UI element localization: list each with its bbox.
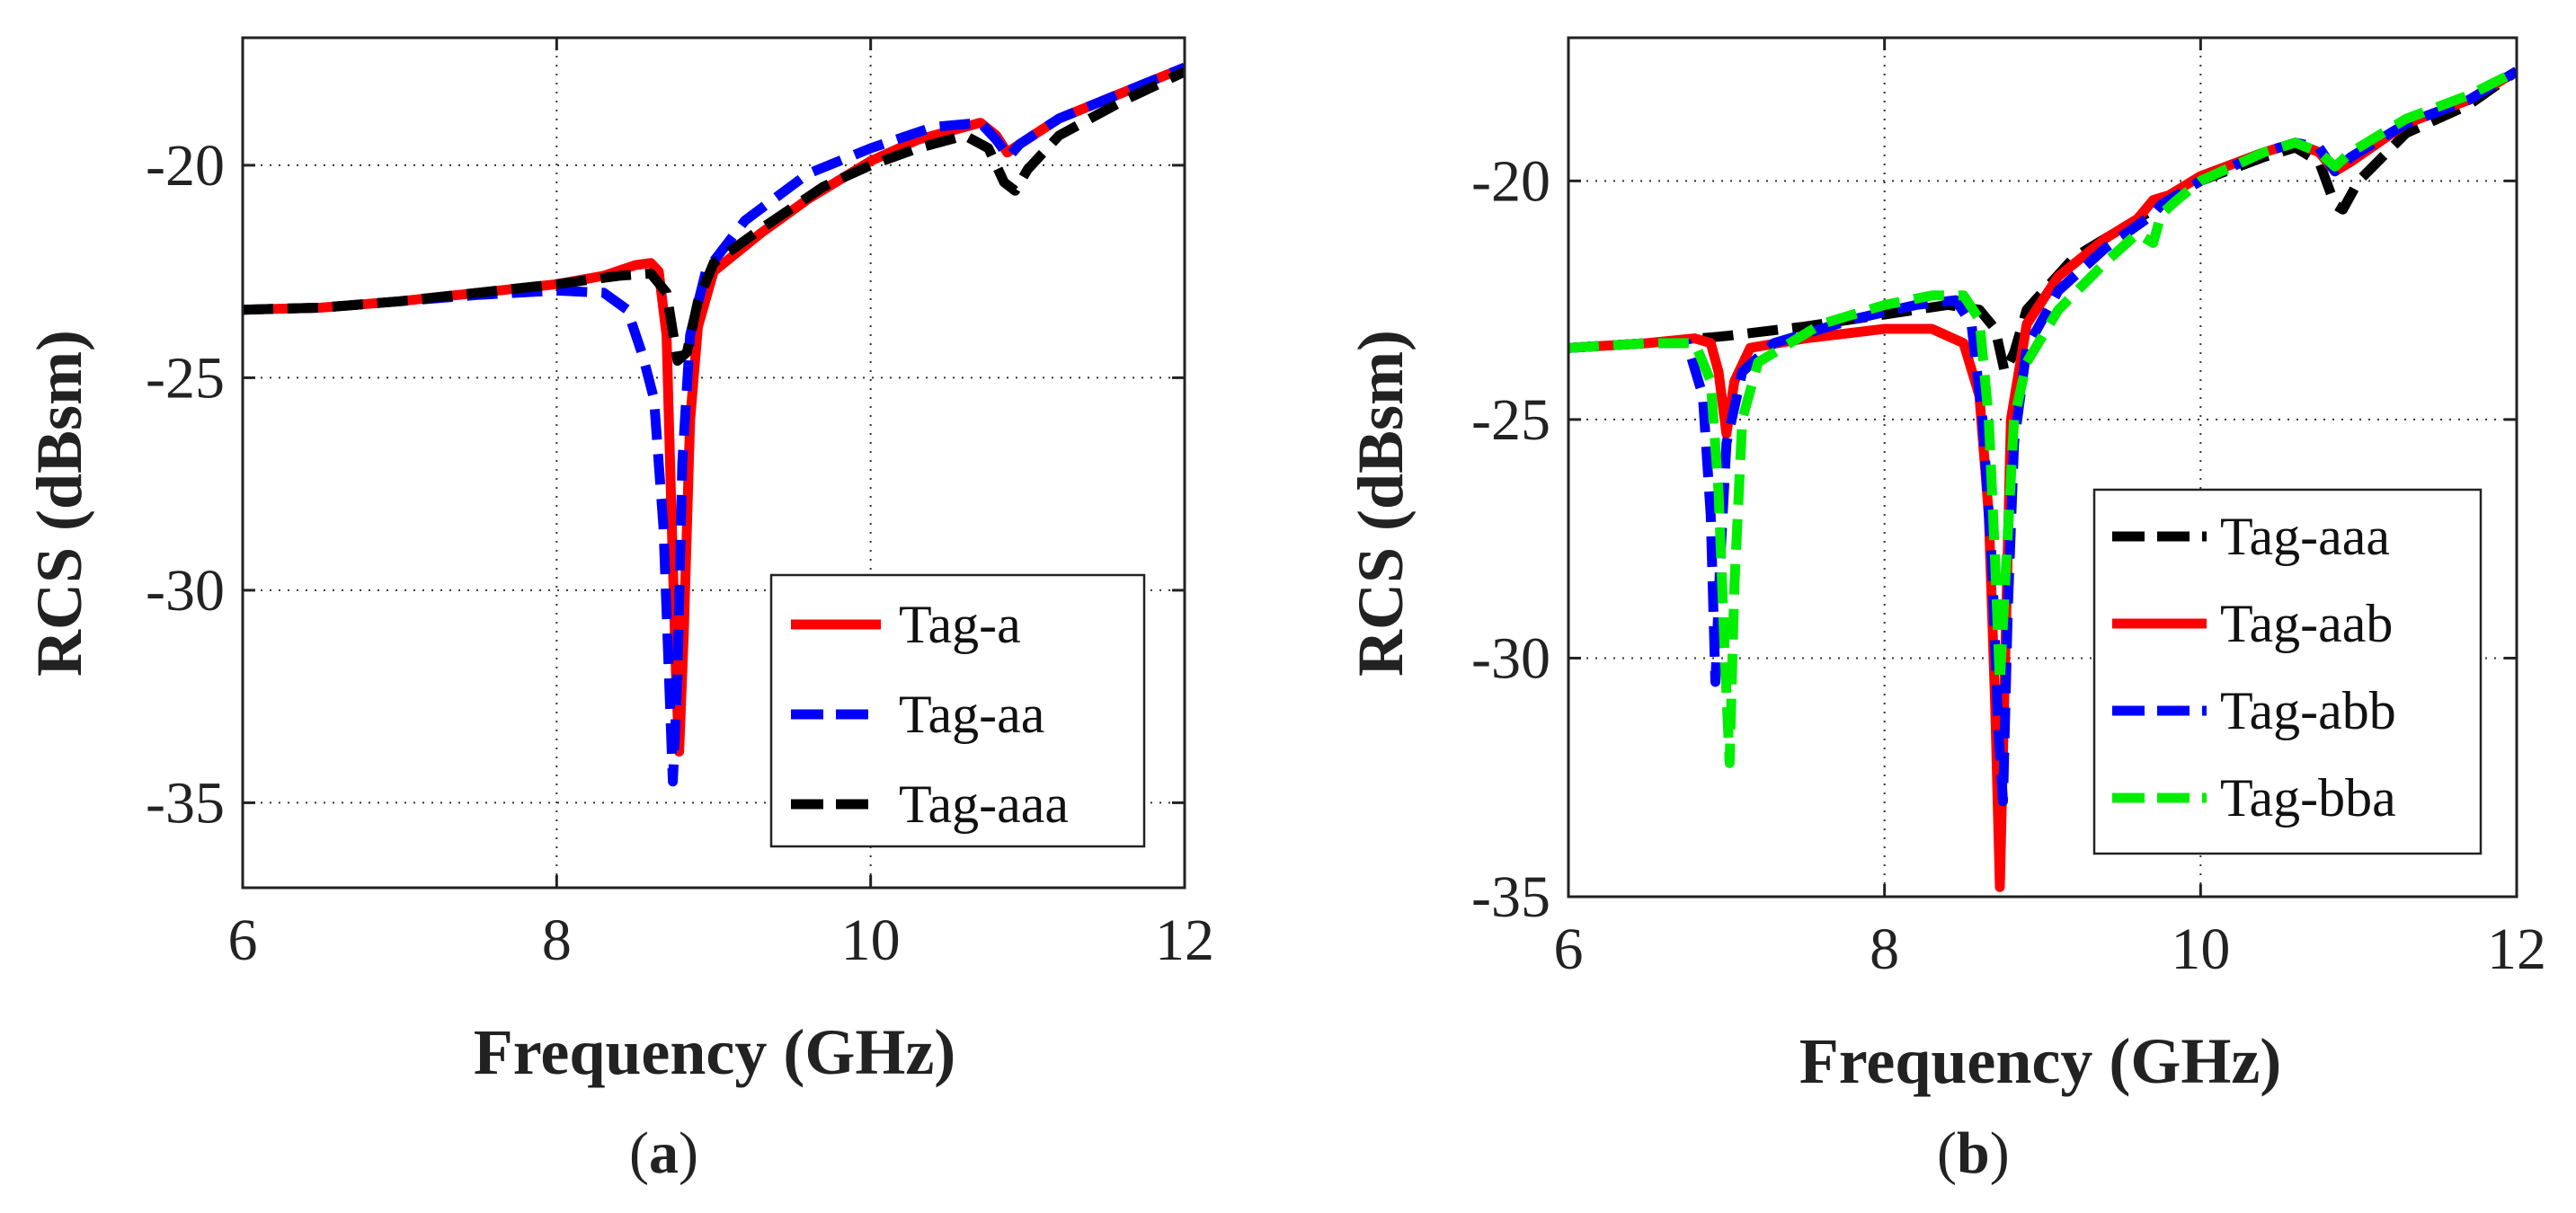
x-tick-label: 6 [1554, 916, 1584, 982]
panel-b-axes-frame [1567, 36, 2518, 899]
panel-a-caption-letter: a [649, 1120, 679, 1186]
y-tick-label: -30 [146, 558, 225, 624]
panel-a-caption-close: ) [679, 1120, 698, 1186]
x-tick-label: 6 [228, 908, 258, 973]
panel-b-y-axis-label: RCS (dBsm) [1345, 330, 1417, 677]
y-tick-label: -20 [1471, 148, 1550, 214]
panel-a: 6 8 10 12 -20 -25 -30 -35 Frequency (GHz) RCS … [23, 36, 1214, 1186]
panel-b-legend: Tag-aaa Tag-aab Tag-abb Tag-bba [2092, 488, 2483, 855]
panel-b-x-axis-label: Frequency (GHz) [1799, 1025, 2282, 1097]
legend-entry: Tag-a [899, 595, 1021, 654]
panel-b-caption: (b) [1937, 1120, 2010, 1186]
series-line-tag-aa [243, 63, 1185, 787]
panel-a-caption: (a) [629, 1120, 698, 1186]
panel-a-caption-open: ( [629, 1120, 649, 1186]
y-tick-label: -35 [146, 770, 225, 836]
series-line-tag-bba [1568, 66, 2517, 768]
panel-b-caption-open: ( [1937, 1120, 1957, 1186]
panel-a-axes-frame [241, 36, 1186, 890]
panel-b-caption-close: ) [1990, 1120, 2010, 1186]
panel-b-caption-letter: b [1957, 1120, 1990, 1186]
panel-b-x-ticks: 6 8 10 12 [1554, 38, 2546, 982]
y-tick-label: -25 [146, 345, 225, 411]
y-tick-label: -35 [1471, 864, 1550, 930]
panel-a-series [243, 63, 1185, 787]
x-tick-label: 10 [841, 908, 901, 973]
legend-entry: Tag-aaa [899, 775, 1069, 834]
series-line-tag-abb [1568, 66, 2517, 807]
legend-entry: Tag-aab [2220, 594, 2393, 653]
legend-entry: Tag-bba [2220, 768, 2396, 828]
y-tick-label: -25 [1471, 387, 1550, 453]
legend-entry: Tag-aa [899, 685, 1044, 744]
x-tick-label: 10 [2171, 916, 2230, 982]
panel-a-legend: Tag-a Tag-aa Tag-aaa [769, 573, 1146, 848]
series-line-tag-aaa [243, 66, 1185, 366]
x-tick-label: 12 [2487, 916, 2546, 982]
y-tick-label: -20 [146, 133, 225, 199]
panel-b-y-ticks: -20 -25 -30 -35 [1471, 148, 2517, 930]
x-tick-label: 8 [1870, 916, 1899, 982]
panel-b-series [1568, 66, 2517, 892]
x-tick-label: 12 [1155, 908, 1214, 973]
panel-a-y-ticks: -20 -25 -30 -35 [146, 133, 1185, 836]
legend-entry: Tag-aaa [2220, 507, 2390, 566]
panel-a-y-axis-label: RCS (dBsm) [23, 330, 95, 677]
panel-b: 6 8 10 12 -20 -25 -30 -35 Frequency (GHz) RCS … [1345, 36, 2546, 1186]
legend-entry: Tag-abb [2220, 681, 2396, 740]
x-tick-label: 8 [542, 908, 572, 973]
y-tick-label: -30 [1471, 625, 1550, 691]
panel-a-x-axis-label: Frequency (GHz) [474, 1016, 956, 1088]
panel-a-x-ticks: 6 8 10 12 [228, 38, 1214, 973]
